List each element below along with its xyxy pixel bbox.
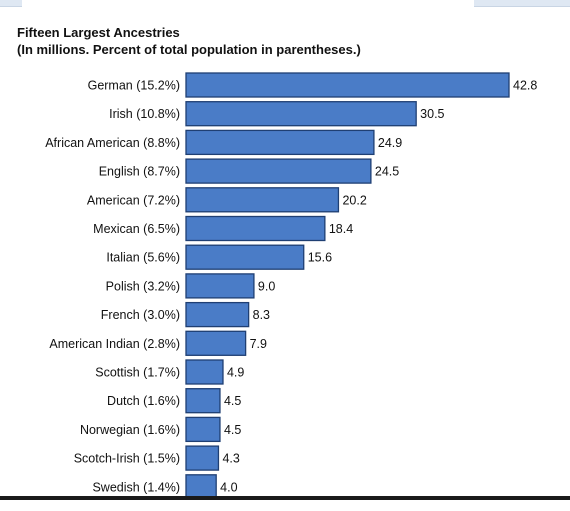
category-label: Scotch-Irish (1.5%) — [74, 452, 180, 466]
bar — [185, 187, 340, 213]
bar — [185, 388, 221, 414]
bottom-edge — [0, 496, 570, 500]
bar — [185, 445, 220, 471]
value-label: 4.5 — [224, 423, 241, 437]
category-label: English (8.7%) — [99, 165, 180, 179]
bar — [185, 301, 250, 328]
value-label: 4.0 — [220, 480, 237, 494]
bar — [185, 244, 305, 270]
top-tab-fragment-right — [474, 0, 570, 7]
category-label: Italian (5.6%) — [106, 251, 180, 265]
bar — [185, 273, 255, 299]
bar — [185, 72, 510, 98]
category-label: French (3.0%) — [101, 308, 180, 322]
bar — [185, 330, 247, 356]
value-label: 24.5 — [375, 165, 399, 179]
top-tab-fragment-left — [0, 0, 22, 7]
category-label: Irish (10.8%) — [109, 107, 180, 121]
value-label: 30.5 — [420, 107, 444, 121]
category-label: Scottish (1.7%) — [95, 366, 180, 380]
value-label: 4.5 — [224, 394, 241, 408]
bar — [185, 129, 375, 156]
chart-title: Fifteen Largest Ancestries — [17, 25, 180, 40]
value-label: 4.9 — [227, 366, 244, 380]
value-label: 24.9 — [378, 136, 402, 150]
bar — [185, 474, 217, 500]
bar — [185, 359, 224, 385]
value-label: 7.9 — [250, 337, 267, 351]
category-label: Swedish (1.4%) — [92, 480, 180, 494]
category-label: German (15.2%) — [88, 79, 180, 93]
chart-subtitle: (In millions. Percent of total populatio… — [17, 42, 361, 57]
value-label: 9.0 — [258, 279, 275, 293]
top-edge — [0, 0, 570, 8]
value-label: 20.2 — [342, 193, 366, 207]
category-label: Mexican (6.5%) — [93, 222, 180, 236]
category-label: American (7.2%) — [87, 193, 180, 207]
bar — [185, 416, 221, 443]
value-label: 42.8 — [513, 79, 537, 93]
category-label: Norwegian (1.6%) — [80, 423, 180, 437]
category-label: African American (8.8%) — [45, 136, 180, 150]
bar — [185, 215, 326, 242]
category-label: American Indian (2.8%) — [49, 337, 180, 351]
bar — [185, 101, 417, 127]
bar-chart: German (15.2%) 42.8 Irish (10.8%) 30.5 Afric… — [45, 72, 537, 500]
value-label: 18.4 — [329, 222, 353, 236]
value-label: 4.3 — [222, 452, 239, 466]
category-label: Dutch (1.6%) — [107, 394, 180, 408]
value-label: 8.3 — [253, 308, 270, 322]
bar — [185, 158, 372, 184]
category-label: Polish (3.2%) — [106, 279, 180, 293]
value-label: 15.6 — [308, 251, 332, 265]
